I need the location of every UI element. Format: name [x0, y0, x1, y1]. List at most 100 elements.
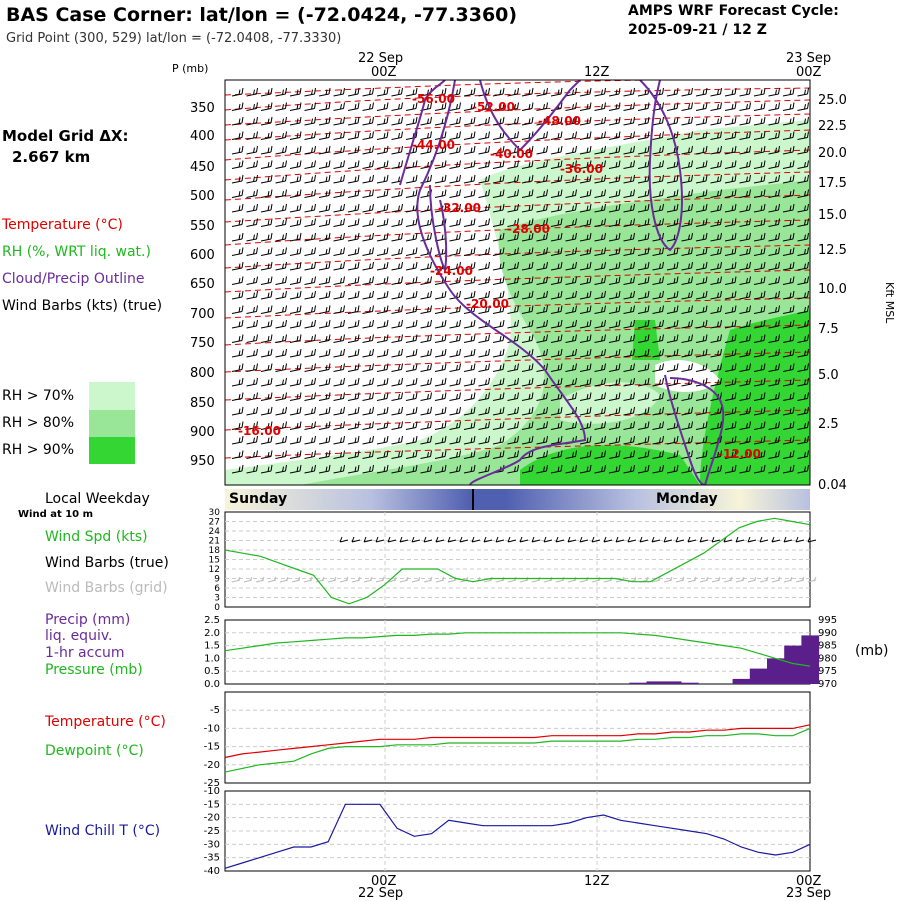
wind-barb — [666, 174, 679, 184]
wind-barb — [434, 392, 447, 401]
wind-barb — [521, 406, 534, 416]
wind-barb — [536, 87, 548, 97]
wind-barbs-true-label: Wind Barbs (true) — [45, 555, 169, 571]
wind-barb — [289, 348, 302, 358]
wind-barb — [478, 435, 490, 445]
wind-barb — [260, 174, 273, 184]
wind-barb — [565, 334, 577, 343]
wind-barb — [652, 247, 664, 256]
wind-barb — [550, 87, 563, 97]
precip-axis: 2.5 2.0 1.51.0 0.5 0.0 — [204, 615, 220, 690]
wind-barb — [724, 116, 737, 126]
wind-barb — [550, 464, 563, 474]
wind-barb — [420, 334, 432, 343]
wind-barb — [724, 276, 737, 285]
wind-barb — [376, 450, 389, 459]
wind-barb — [391, 203, 403, 213]
wind-barb — [304, 102, 316, 111]
wind-barb — [623, 261, 635, 271]
precip-panel-grid — [225, 620, 810, 684]
axis-tick-label: -40 — [204, 866, 220, 877]
wind-barb — [699, 536, 709, 543]
wind-barb — [492, 87, 505, 97]
wind-barb — [362, 276, 374, 285]
wind-barb — [565, 102, 577, 111]
wind-barb — [579, 319, 592, 329]
wind-barb — [536, 203, 548, 213]
wind-barb — [289, 319, 302, 329]
wind-barb — [260, 116, 273, 126]
wind-barb — [710, 305, 722, 314]
wind-barb — [362, 116, 374, 126]
wind-barb — [608, 189, 621, 198]
wind-barb — [420, 348, 432, 358]
wind-barb — [318, 87, 331, 97]
wind-barb — [666, 247, 679, 256]
wind-barb — [492, 247, 505, 256]
wind-barb — [565, 116, 577, 126]
wind-barb — [463, 247, 476, 256]
wind-barb — [318, 232, 331, 242]
wind-barb — [637, 247, 650, 256]
wind-barb — [362, 363, 374, 372]
wind-barb — [681, 116, 693, 126]
wind-barb — [492, 174, 505, 184]
wind-barb — [478, 247, 490, 256]
wind-barb — [579, 174, 592, 184]
axis-tick-label: 3 — [214, 594, 220, 604]
wind-barb — [435, 576, 445, 583]
wind-barb — [260, 348, 273, 358]
wind-barb — [420, 464, 432, 474]
wind-barb — [260, 305, 273, 314]
windchill-panel-grid — [225, 791, 810, 871]
wind-barb — [260, 160, 273, 169]
wind-barb — [318, 450, 331, 459]
wind-barb — [623, 319, 635, 329]
legend-rh70-label: RH > 70% — [2, 388, 75, 404]
height-tick: 12.5 — [818, 243, 847, 258]
wind-barb — [608, 247, 621, 256]
rh90-region-3 — [632, 320, 660, 360]
wind-barb — [739, 189, 751, 198]
wind-barb — [724, 189, 737, 198]
wind-barb — [376, 392, 389, 401]
wind-barb — [695, 406, 708, 416]
wind-barb — [695, 232, 708, 242]
wind-barb — [231, 450, 244, 459]
wind-barb — [724, 392, 737, 401]
wind-barb — [376, 232, 389, 242]
wind-barb — [492, 189, 505, 198]
wind-barb — [579, 406, 592, 416]
wind-barb — [478, 131, 490, 140]
wind-barb — [362, 450, 374, 459]
wind-barb — [695, 464, 708, 474]
wind-barb — [347, 102, 360, 111]
wind-barb — [637, 203, 650, 213]
wind-barb — [275, 290, 287, 300]
bottom-date-2: 23 Sep — [786, 886, 832, 901]
wind-barb — [797, 145, 809, 155]
wind-barb — [550, 421, 563, 430]
wind-barb — [391, 377, 403, 387]
wind-barb — [304, 232, 316, 242]
wind-barb — [521, 290, 534, 300]
wind-barb — [333, 406, 345, 416]
wind-barb — [376, 116, 389, 126]
temp-panel-grid — [225, 692, 810, 783]
wind-barb — [260, 334, 273, 343]
wind-barb — [565, 174, 577, 184]
wind-barb — [652, 406, 664, 416]
wind-barb — [333, 421, 345, 430]
wind-barb — [768, 203, 780, 213]
wind-barb — [478, 348, 490, 358]
wind-barb — [492, 435, 505, 445]
wind-barb — [267, 576, 277, 583]
precip-bar — [663, 681, 682, 684]
wind-barb — [492, 203, 505, 213]
wind-barb — [536, 247, 548, 256]
wind-barb — [739, 261, 751, 271]
wind-barb — [507, 290, 519, 300]
wind-barb — [797, 247, 809, 256]
wind-barb — [536, 174, 548, 184]
wind-barb — [550, 218, 563, 227]
